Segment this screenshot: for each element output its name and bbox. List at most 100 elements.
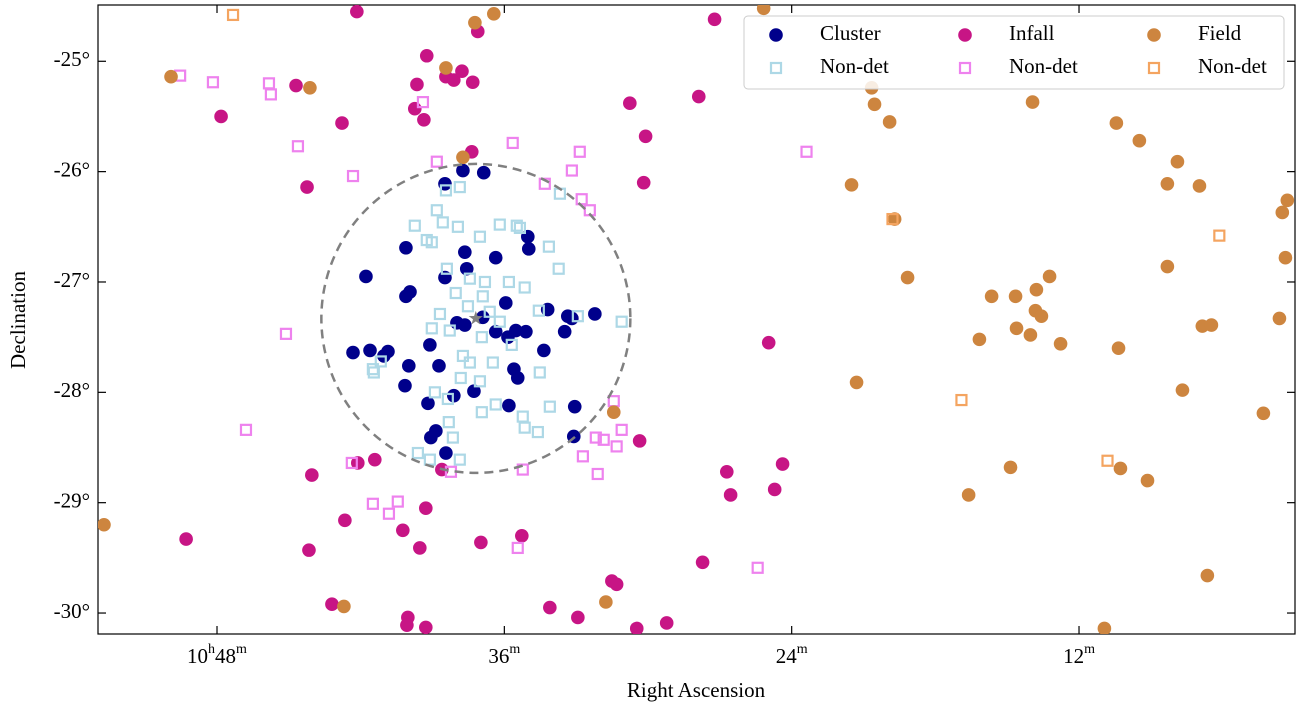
circle-marker — [303, 80, 317, 95]
circle-marker — [458, 318, 472, 332]
legend-label: Non-det — [1198, 54, 1267, 78]
circle-marker — [498, 296, 513, 310]
circle-marker — [636, 175, 651, 190]
square-marker — [483, 305, 496, 318]
square-marker — [511, 541, 524, 555]
circle-marker — [465, 75, 480, 90]
square-marker — [573, 145, 586, 158]
circle-marker — [1147, 28, 1161, 42]
square-marker — [505, 338, 518, 351]
square-marker — [345, 456, 358, 470]
square-marker — [453, 180, 466, 194]
circle-marker — [363, 343, 377, 358]
circle-marker — [1200, 568, 1215, 583]
square-marker — [506, 136, 519, 150]
square-marker — [262, 77, 276, 90]
circle-marker — [439, 61, 453, 75]
circle-marker — [1280, 193, 1295, 208]
circle-marker — [214, 109, 228, 124]
circle-marker — [458, 245, 472, 259]
circle-marker — [1140, 473, 1155, 488]
circle-marker — [756, 5, 771, 16]
circle-marker — [1034, 309, 1049, 323]
square-marker — [430, 155, 443, 168]
square-marker — [532, 304, 545, 317]
circle-marker — [609, 577, 624, 592]
square-marker — [425, 236, 438, 249]
circle-marker — [1109, 116, 1124, 130]
circle-marker — [300, 180, 314, 194]
legend-label: Cluster — [820, 21, 881, 45]
square-marker — [533, 366, 546, 379]
square-marker — [454, 371, 467, 385]
square-marker — [366, 497, 379, 510]
square-marker — [453, 453, 466, 466]
circle-marker — [467, 384, 481, 399]
circle-marker — [1111, 341, 1126, 355]
circle-marker — [1204, 318, 1219, 332]
square-marker — [442, 416, 455, 429]
square-marker — [958, 61, 972, 75]
square-marker — [441, 392, 454, 406]
square-marker — [955, 393, 968, 407]
square-marker — [423, 453, 436, 466]
circle-marker — [543, 600, 557, 615]
circle-marker — [719, 464, 734, 479]
square-marker — [575, 193, 588, 206]
y-tick-label: -27° — [54, 268, 90, 292]
circle-marker — [419, 48, 434, 63]
circle-marker — [468, 15, 482, 30]
square-marker — [518, 421, 531, 434]
square-marker — [493, 218, 506, 231]
circle-marker — [769, 28, 783, 42]
circle-marker — [346, 345, 360, 360]
region-circle — [320, 162, 632, 475]
square-marker — [443, 324, 456, 337]
legend-label: Non-det — [1009, 54, 1078, 78]
circle-marker — [659, 616, 674, 630]
circle-marker — [501, 330, 515, 344]
square-marker — [279, 327, 293, 340]
square-marker — [239, 423, 253, 436]
circle-marker — [557, 324, 572, 339]
square-marker — [531, 425, 544, 439]
circle-marker — [1003, 460, 1018, 475]
square-marker — [510, 219, 523, 232]
square-marker — [346, 169, 360, 183]
square-marker — [366, 363, 379, 376]
circle-marker — [599, 595, 613, 609]
circle-marker — [338, 513, 352, 528]
x-tick-label: 10h48m — [187, 642, 247, 668]
circle-marker — [515, 528, 529, 543]
circle-marker — [632, 434, 647, 448]
y-tick-label: -30° — [54, 599, 90, 623]
circle-marker — [424, 430, 438, 445]
circle-marker — [439, 446, 453, 460]
circle-marker — [1132, 133, 1147, 148]
circle-marker — [305, 468, 319, 482]
circle-marker — [1009, 321, 1024, 336]
circle-marker — [972, 332, 987, 347]
circle-marker — [302, 543, 316, 557]
circle-marker — [958, 28, 972, 42]
square-marker — [449, 286, 462, 300]
square-marker — [475, 406, 488, 419]
square-marker — [591, 467, 604, 481]
circle-marker — [98, 517, 111, 532]
circle-marker — [571, 610, 585, 625]
region-center — [468, 310, 483, 325]
plot-frame — [97, 4, 1296, 635]
circle-marker — [402, 359, 416, 373]
circle-marker — [407, 101, 422, 116]
circle-marker — [447, 73, 461, 87]
square-marker — [473, 230, 487, 243]
circle-marker — [455, 64, 469, 79]
square-marker — [518, 281, 531, 294]
circle-marker — [1029, 282, 1044, 297]
circle-marker — [488, 324, 503, 339]
circle-marker — [487, 7, 501, 21]
circle-marker — [510, 371, 525, 385]
circle-marker — [399, 240, 413, 255]
square-marker — [513, 221, 527, 235]
circle-marker — [289, 78, 303, 93]
